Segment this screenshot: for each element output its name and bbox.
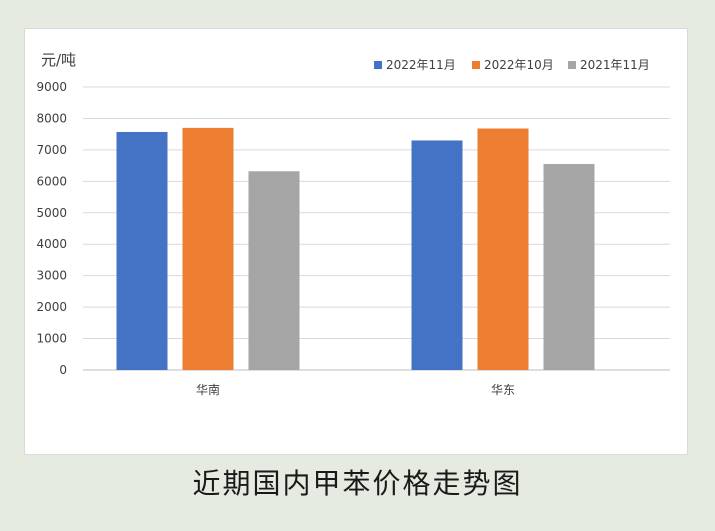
y-unit-label: 元/吨 [41, 51, 76, 69]
chart-panel: 元/吨 0 1000 2000 3000 4000 5000 6000 7000 8000 900… [24, 28, 688, 455]
figure-caption: 近期国内甲苯价格走势图 [192, 467, 523, 500]
legend-label: 2021年11月 [580, 58, 650, 72]
bar-2-2 [477, 128, 529, 370]
legend-label: 2022年11月 [386, 58, 456, 72]
legend: 2022年11月 2022年10月 2021年11月 [374, 58, 650, 72]
legend-swatch [374, 61, 382, 69]
bars [116, 127, 595, 370]
y-tick-label: 9000 [36, 80, 67, 94]
y-tick-label: 3000 [36, 269, 67, 283]
bar-chart: 元/吨 0 1000 2000 3000 4000 5000 6000 7000 8000 900… [36, 51, 670, 397]
bar-3-2 [543, 164, 595, 370]
y-tick-label: 0 [59, 363, 67, 377]
y-tick-label: 2000 [36, 300, 67, 314]
legend-label: 2022年10月 [484, 58, 554, 72]
y-tick-label: 6000 [36, 174, 67, 188]
legend-swatch [472, 61, 480, 69]
category-label: 华南 [196, 382, 220, 397]
y-tick-label: 1000 [36, 332, 67, 346]
bar-3-1 [248, 171, 300, 370]
y-tick-label: 4000 [36, 237, 67, 251]
bar-1-1 [116, 131, 168, 370]
y-tick-label: 5000 [36, 206, 67, 220]
x-axis-categories: 华南 华东 [196, 382, 515, 397]
y-axis-ticks: 0 1000 2000 3000 4000 5000 6000 7000 8000 9000 [36, 80, 67, 377]
legend-swatch [568, 61, 576, 69]
category-label: 华东 [491, 383, 515, 397]
bar-2-1 [182, 127, 234, 370]
bar-1-2 [411, 140, 463, 370]
y-tick-label: 7000 [36, 143, 67, 157]
y-tick-label: 8000 [36, 111, 67, 125]
